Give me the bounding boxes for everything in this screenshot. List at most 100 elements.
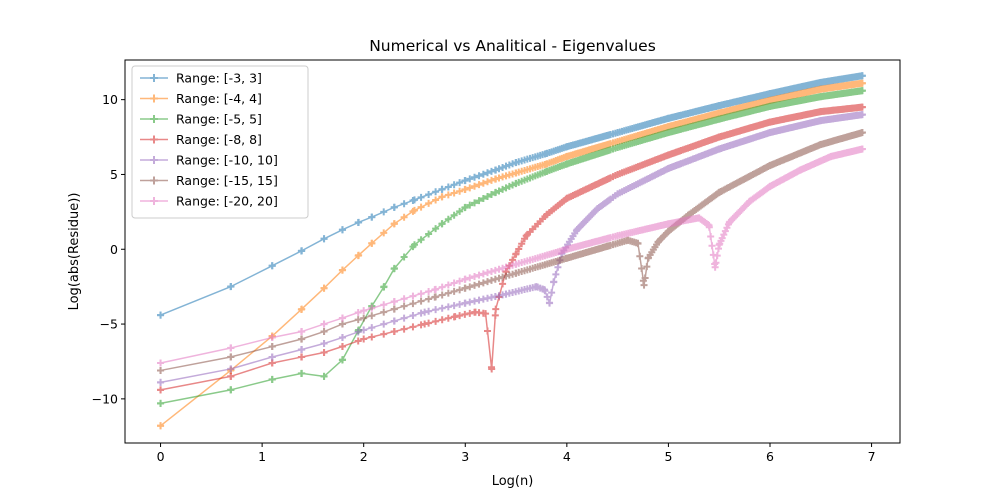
data-point	[320, 328, 328, 336]
data-point	[479, 194, 487, 202]
data-point	[320, 235, 328, 243]
data-point	[541, 287, 549, 295]
data-point	[466, 283, 474, 291]
data-point	[499, 163, 507, 171]
data-point	[298, 335, 306, 343]
data-point	[339, 314, 347, 322]
data-point	[492, 305, 500, 313]
y-tick-label: −10	[92, 391, 118, 406]
data-point	[320, 284, 328, 292]
legend-swatch	[140, 74, 168, 82]
data-point	[380, 229, 388, 237]
data-point	[475, 271, 483, 279]
data-point	[157, 386, 165, 394]
data-point	[518, 240, 526, 248]
data-point	[438, 220, 446, 228]
data-point	[515, 245, 523, 253]
data-point	[546, 299, 554, 307]
data-point	[425, 307, 433, 315]
data-point	[484, 327, 491, 335]
data-point	[550, 278, 558, 286]
data-point	[339, 320, 347, 328]
data-point	[475, 280, 483, 288]
data-point	[858, 111, 866, 119]
data-point	[354, 328, 362, 336]
data-point	[368, 239, 376, 247]
chart-title: Numerical vs Analitical - Eigenvalues	[369, 37, 656, 55]
data-point	[456, 286, 464, 294]
data-point	[636, 252, 644, 260]
data-point	[487, 176, 495, 184]
data-point	[157, 399, 165, 407]
data-point	[438, 316, 446, 324]
data-point	[456, 207, 464, 215]
data-point	[482, 310, 490, 318]
data-point	[475, 197, 483, 205]
data-point	[487, 190, 495, 198]
data-point	[425, 190, 433, 198]
series-3	[157, 87, 866, 407]
data-point	[368, 312, 376, 320]
x-tick-label: 4	[563, 449, 571, 464]
data-point	[499, 280, 507, 288]
legend-label: Range: [-3, 3]	[176, 71, 262, 86]
data-point	[858, 72, 866, 80]
data-point	[858, 79, 866, 87]
data-point	[320, 348, 328, 356]
data-point	[268, 343, 276, 350]
data-point	[456, 300, 464, 308]
data-point	[708, 242, 716, 250]
data-point	[858, 87, 866, 95]
data-point	[491, 311, 499, 319]
data-point	[858, 145, 866, 153]
data-point	[479, 170, 487, 178]
data-point	[409, 292, 417, 300]
data-point	[298, 369, 306, 377]
data-point	[638, 265, 646, 273]
data-point	[339, 333, 347, 341]
data-point	[471, 281, 479, 289]
series-5	[157, 111, 866, 386]
data-point	[640, 281, 648, 289]
data-point	[390, 317, 398, 325]
data-point	[410, 206, 418, 214]
legend-label: Range: [-4, 4]	[176, 91, 262, 106]
data-point	[471, 173, 479, 181]
data-point	[466, 274, 474, 282]
data-point	[456, 187, 464, 195]
data-point	[495, 165, 503, 173]
data-point	[487, 276, 495, 284]
data-point	[471, 272, 479, 280]
data-point	[484, 269, 491, 277]
y-tick-label: 10	[102, 92, 118, 107]
data-point	[417, 297, 425, 305]
data-point	[548, 289, 556, 297]
series-6	[157, 129, 866, 374]
data-point	[320, 372, 328, 380]
legend-swatch	[140, 197, 168, 205]
data-point	[479, 179, 487, 187]
data-point	[491, 275, 499, 283]
data-point	[339, 226, 347, 234]
data-point	[444, 191, 452, 199]
data-point	[438, 185, 446, 193]
data-point	[410, 241, 418, 249]
data-point	[360, 335, 368, 343]
data-point	[227, 344, 235, 352]
data-point	[552, 270, 560, 278]
legend-label: Range: [-8, 8]	[176, 132, 262, 147]
x-tick-label: 0	[157, 449, 165, 464]
plot-frame	[124, 59, 901, 444]
data-point	[360, 326, 368, 334]
data-point	[425, 319, 433, 327]
data-point	[718, 234, 726, 242]
data-point	[543, 293, 551, 301]
data-point	[475, 181, 483, 189]
data-point	[268, 353, 276, 361]
legend-label: Range: [-15, 15]	[176, 173, 278, 188]
data-point	[409, 312, 417, 320]
data-point	[368, 333, 376, 341]
data-point	[487, 167, 495, 175]
x-axis: 0 1 2 3 4 5 6 7	[157, 443, 876, 464]
data-point	[499, 173, 507, 181]
